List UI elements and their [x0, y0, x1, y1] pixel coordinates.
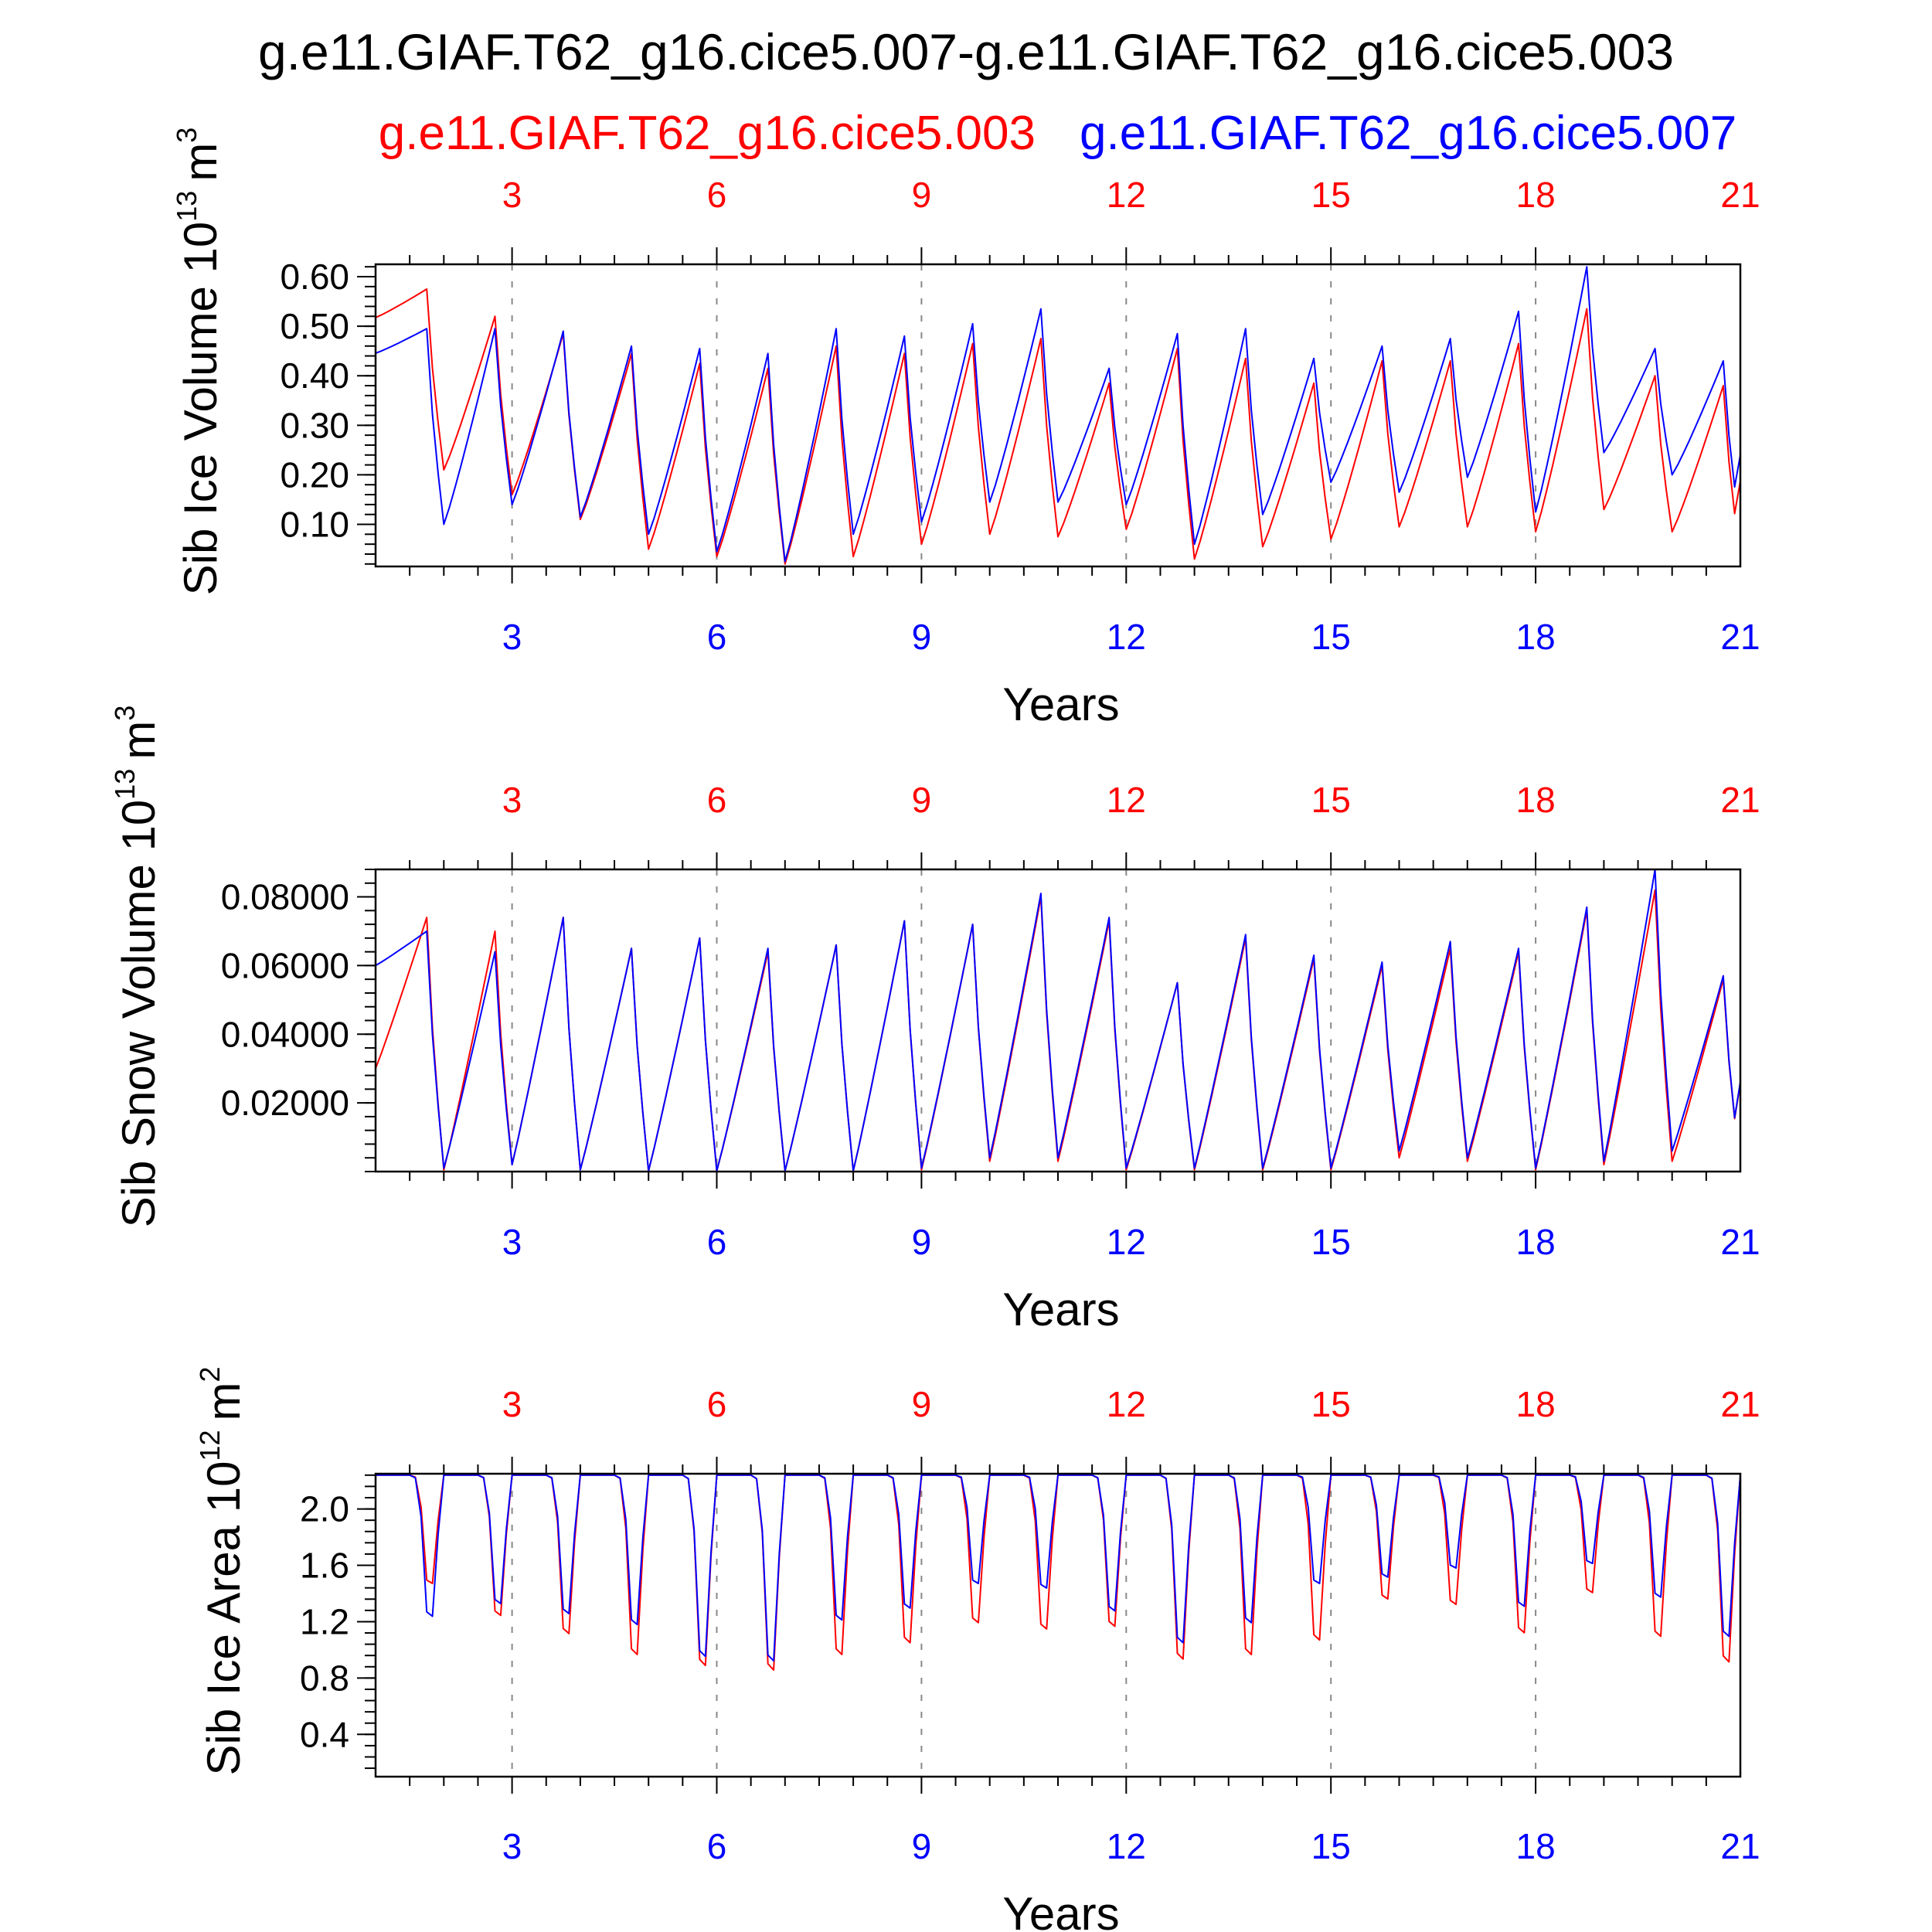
y-axis-title: Sib Ice Area 1012 m2: [194, 1367, 250, 1776]
y-tick-label: 0.40: [280, 355, 349, 396]
figure-title: g.e11.GIAF.T62_g16.cice5.007-g.e11.GIAF.…: [258, 23, 1674, 80]
y-axis-title-exp: 13: [171, 191, 202, 222]
x-bottom-tick-label: 3: [502, 1826, 522, 1866]
y-axis-title-main: Sib Ice Area 10: [198, 1461, 250, 1776]
series-line-007: [375, 266, 1741, 563]
y-axis-title-main: Sib Snow Volume 10: [113, 800, 165, 1228]
x-top-tick-label: 15: [1311, 175, 1351, 215]
x-bottom-tick-label: 18: [1516, 1826, 1556, 1866]
y-axis-title-exp: 13: [109, 769, 141, 800]
y-tick-label: 0.04000: [221, 1014, 349, 1054]
x-top-tick-label: 18: [1516, 780, 1556, 820]
x-bottom-tick-label: 9: [912, 1826, 932, 1866]
x-top-tick-label: 9: [912, 175, 932, 215]
series-line-003: [376, 1474, 1741, 1671]
y-tick-label: 0.50: [280, 306, 349, 346]
x-top-tick-label: 15: [1311, 780, 1351, 820]
series-line-007: [375, 869, 1741, 1172]
y-axis-title-exp: 12: [194, 1430, 226, 1461]
x-bottom-tick-label: 6: [707, 1826, 727, 1866]
x-axis-title: Years: [1002, 1888, 1119, 1932]
panel-3: 0.4 0.8 1.2 1.6 2.0 3 3 6 6 9 9 12 12 15 15 18 18 21 21 Yea…: [194, 1367, 1760, 1932]
y-tick-label: 0.06000: [221, 945, 349, 985]
y-axis-title-unit-exp: 2: [194, 1367, 226, 1383]
y-axis-title-main: Sib Ice Volume 10: [175, 222, 226, 596]
y-axis-title: Sib Snow Volume 1013 m3: [109, 706, 165, 1228]
x-bottom-tick-label: 15: [1311, 1826, 1351, 1866]
y-tick-label: 0.20: [280, 454, 349, 495]
series-line-007: [376, 1474, 1741, 1662]
x-bottom-tick-label: 21: [1720, 1826, 1760, 1866]
x-axis-title: Years: [1002, 1284, 1119, 1335]
x-bottom-tick-label: 12: [1107, 1826, 1146, 1866]
x-top-tick-label: 21: [1720, 1384, 1760, 1424]
x-top-tick-label: 9: [912, 780, 932, 820]
y-tick-label: 1.2: [300, 1601, 349, 1641]
x-top-tick-label: 15: [1311, 1384, 1351, 1424]
x-bottom-tick-label: 3: [502, 617, 522, 657]
x-top-tick-label: 6: [707, 1384, 727, 1424]
y-tick-label: 0.8: [300, 1658, 349, 1698]
x-top-tick-label: 12: [1107, 1384, 1146, 1424]
x-bottom-tick-label: 21: [1720, 1222, 1760, 1262]
x-top-tick-label: 21: [1720, 780, 1760, 820]
x-bottom-tick-label: 9: [912, 617, 932, 657]
x-bottom-tick-label: 12: [1107, 617, 1146, 657]
y-tick-label: 0.08000: [221, 877, 349, 917]
x-top-tick-label: 12: [1107, 780, 1146, 820]
panels: 0.10 0.20 0.30 0.40 0.50 0.60 3 3 6 6 9 9 12 12 15 15 18…: [109, 128, 1760, 1932]
y-tick-label: 0.10: [280, 505, 349, 545]
x-top-tick-label: 6: [707, 175, 727, 215]
y-tick-label: 0.4: [300, 1714, 349, 1754]
x-bottom-tick-label: 9: [912, 1222, 932, 1262]
x-bottom-tick-label: 3: [502, 1222, 522, 1262]
y-tick-label: 2.0: [300, 1489, 349, 1529]
x-top-tick-label: 6: [707, 780, 727, 820]
x-bottom-tick-label: 18: [1516, 1222, 1556, 1262]
x-top-tick-label: 3: [502, 175, 522, 215]
y-axis-title-unit: m: [175, 143, 226, 182]
x-bottom-tick-label: 15: [1311, 1222, 1351, 1262]
x-top-tick-label: 18: [1516, 1384, 1556, 1424]
y-axis-title: Sib Ice Volume 1013 m3: [171, 128, 226, 596]
x-top-tick-label: 9: [912, 1384, 932, 1424]
y-tick-label: 0.60: [280, 257, 349, 297]
x-top-tick-label: 18: [1516, 175, 1556, 215]
x-top-tick-label: 21: [1720, 175, 1760, 215]
x-bottom-tick-label: 6: [707, 1222, 727, 1262]
x-top-tick-label: 3: [502, 780, 522, 820]
x-bottom-tick-label: 18: [1516, 617, 1556, 657]
y-axis-title-unit: m: [198, 1383, 250, 1421]
x-bottom-tick-label: 21: [1720, 617, 1760, 657]
panel-1: 0.10 0.20 0.30 0.40 0.50 0.60 3 3 6 6 9 9 12 12 15 15 18…: [171, 128, 1760, 730]
y-tick-label: 0.02000: [221, 1083, 349, 1123]
x-bottom-tick-label: 15: [1311, 617, 1351, 657]
x-top-tick-label: 12: [1107, 175, 1146, 215]
y-axis-title-unit: m: [113, 721, 165, 760]
series-line-003: [375, 288, 1741, 565]
x-bottom-tick-label: 12: [1107, 1222, 1146, 1262]
y-axis-title-unit-exp: 3: [171, 128, 202, 143]
y-tick-label: 0.30: [280, 405, 349, 445]
x-axis-title: Years: [1002, 679, 1119, 730]
y-tick-label: 1.6: [300, 1546, 349, 1586]
y-axis-title-unit-exp: 3: [109, 706, 141, 721]
panel-2: 0.02000 0.04000 0.06000 0.08000 3 3 6 6 9 9 12 12 15…: [109, 706, 1760, 1335]
x-top-tick-label: 3: [502, 1384, 522, 1424]
legend-label-003: g.e11.GIAF.T62_g16.cice5.003: [379, 107, 1036, 160]
x-bottom-tick-label: 6: [707, 617, 727, 657]
legend-label-007: g.e11.GIAF.T62_g16.cice5.007: [1080, 107, 1736, 160]
